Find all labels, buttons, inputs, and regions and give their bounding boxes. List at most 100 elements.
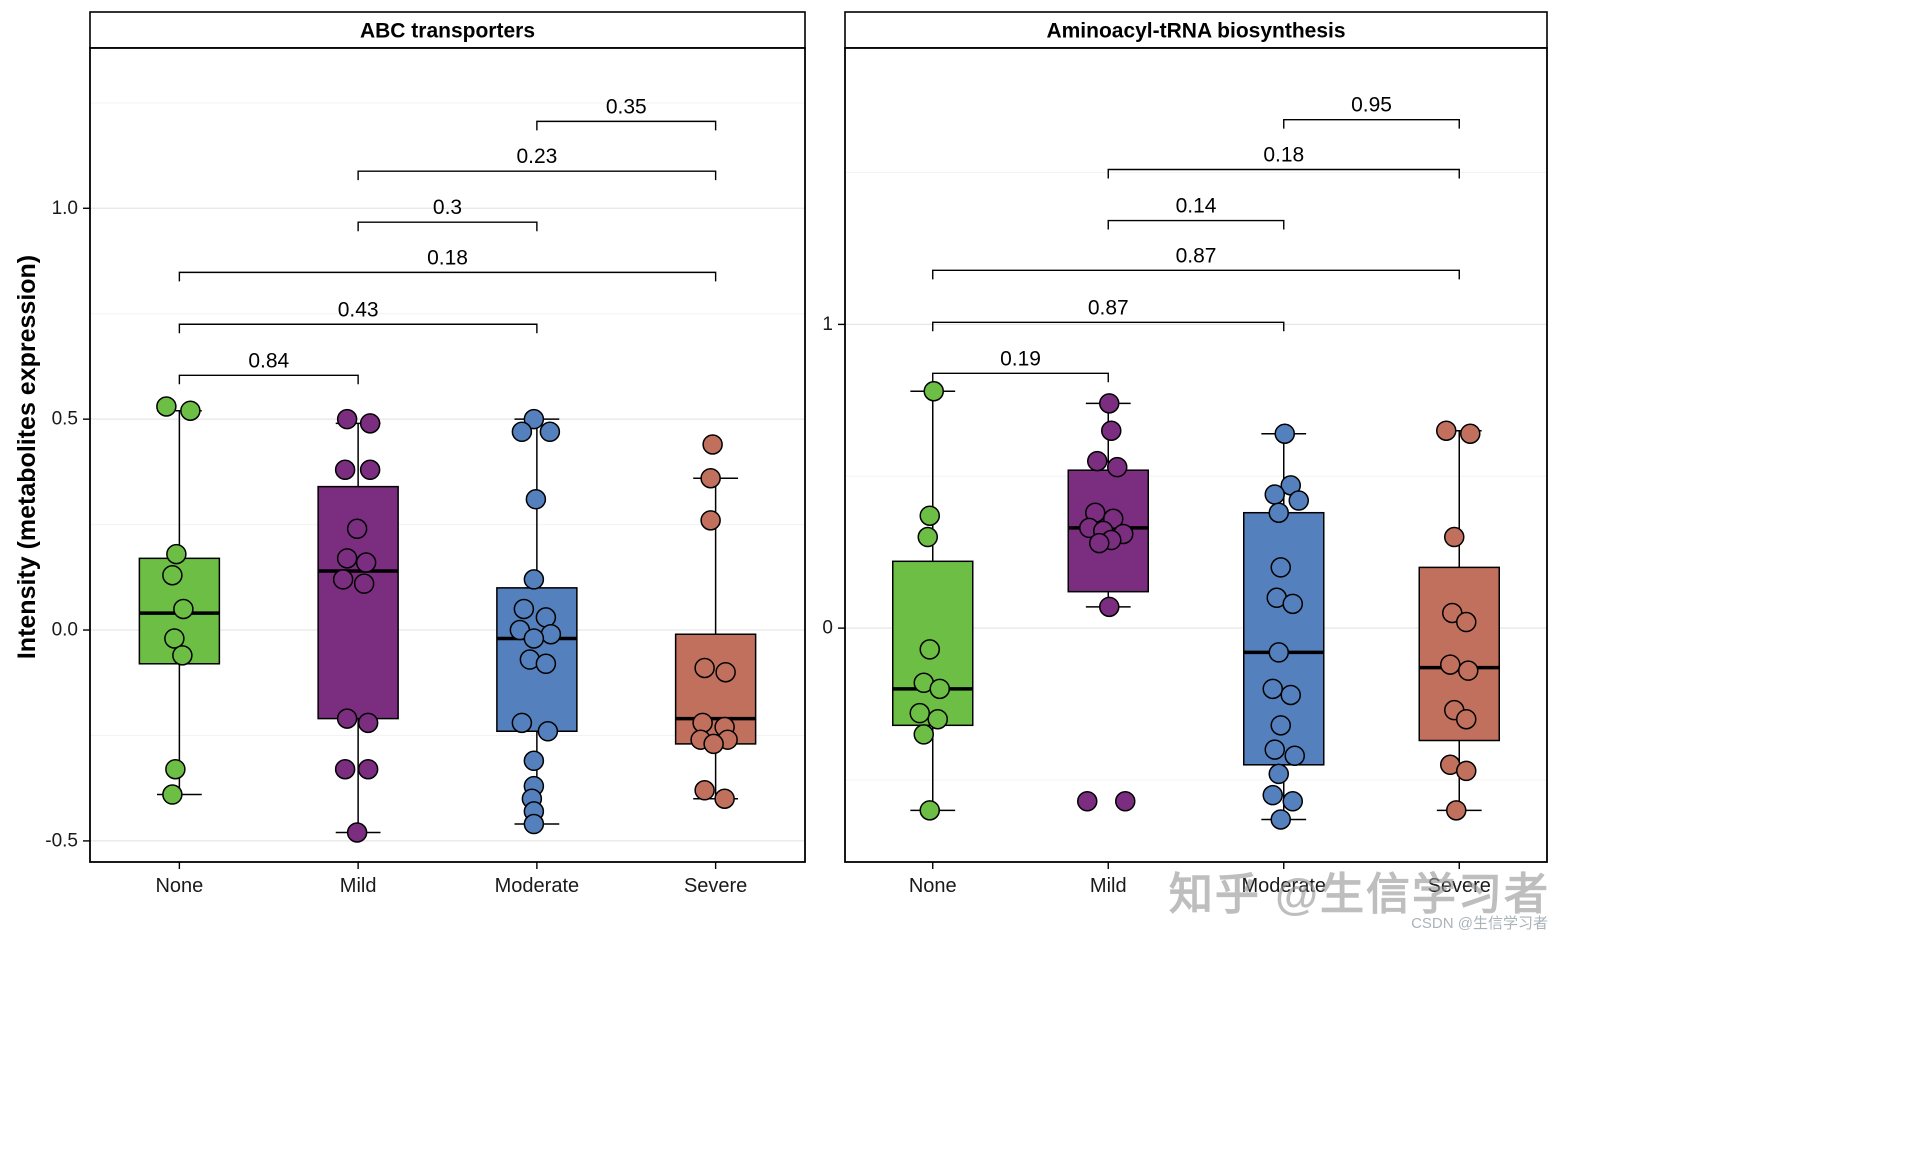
jitter-point — [537, 721, 559, 742]
y-tick-label: 0.5 — [52, 409, 78, 430]
jitter-point — [1268, 763, 1289, 785]
jitter-point — [1270, 715, 1291, 736]
jitter-point — [513, 598, 535, 620]
jitter-point — [535, 653, 557, 675]
significance-label: 0.18 — [427, 246, 468, 269]
jitter-point — [172, 645, 193, 666]
jitter-point — [714, 788, 735, 809]
x-tick-label: Moderate — [495, 875, 580, 897]
jitter-point — [919, 639, 940, 660]
jitter-point — [694, 657, 715, 679]
jitter-point — [336, 708, 358, 729]
jitter-point — [1087, 450, 1108, 472]
jitter-point — [535, 607, 557, 628]
jitter-point — [1268, 642, 1289, 663]
jitter-point — [700, 510, 721, 531]
jitter-point — [162, 564, 183, 586]
jitter-point — [357, 758, 379, 780]
jitter-point — [164, 628, 185, 649]
jitter-point — [1284, 745, 1305, 766]
x-tick-label: Mild — [1090, 875, 1127, 897]
jitter-point — [353, 573, 375, 594]
jitter-point — [1262, 784, 1283, 806]
jitter-point — [694, 780, 715, 801]
panel-title: ABC transporters — [360, 20, 535, 43]
jitter-point — [919, 800, 940, 821]
x-tick-label: Mild — [340, 875, 377, 897]
x-tick-label: Moderate — [1242, 875, 1327, 897]
panel: ABC transporters 1.0 0.5 0.0 -0.5 None Mild Mod… — [45, 11, 806, 897]
jitter-point — [1270, 557, 1291, 578]
jitter-point — [1099, 596, 1120, 618]
jitter-point — [162, 784, 183, 805]
jitter-point — [346, 822, 368, 843]
jitter-point — [929, 678, 950, 700]
significance-label: 0.14 — [1176, 195, 1217, 218]
x-tick-label: Severe — [1428, 875, 1491, 897]
significance-bracket — [357, 170, 717, 181]
jitter-point — [156, 396, 177, 417]
jitter-point — [1282, 593, 1303, 615]
significance-label: 0.84 — [248, 349, 289, 372]
jitter-point — [1456, 611, 1477, 633]
y-axis-title: Intensity (metabolites expression) — [13, 254, 41, 660]
y-tick-label: 1 — [822, 314, 833, 335]
panel-title: Aminoacyl-tRNA biosynthesis — [1046, 20, 1345, 43]
jitter-point — [180, 400, 201, 421]
y-tick-label: 0.0 — [52, 620, 78, 641]
significance-bracket — [1283, 118, 1460, 129]
jitter-point — [1436, 420, 1457, 441]
panel-strip — [89, 11, 806, 49]
significance-bracket — [178, 323, 538, 334]
jitter-point — [523, 813, 545, 835]
jitter-point — [919, 505, 940, 526]
jitter-point — [909, 702, 930, 724]
jitter-point — [359, 413, 381, 434]
x-tick-label: Severe — [684, 875, 747, 897]
jitter-point — [332, 569, 354, 590]
jitter-point — [1107, 456, 1128, 478]
jitter-point — [1099, 393, 1120, 414]
jitter-point — [1440, 654, 1461, 675]
jitter-point — [917, 526, 938, 548]
significance-bracket — [536, 120, 717, 131]
jitter-point — [359, 459, 381, 481]
jitter-point — [539, 421, 561, 443]
jitter-point — [715, 661, 736, 683]
significance-label: 0.95 — [1351, 94, 1392, 117]
jitter-point — [355, 552, 377, 573]
jitter-point — [700, 467, 721, 489]
significance-bracket — [178, 271, 717, 282]
significance-label: 0.87 — [1088, 296, 1129, 319]
jitter-point — [1280, 684, 1301, 706]
jitter-point — [346, 518, 368, 540]
watermark-zhihu: 知乎 @生信学习者 — [1168, 870, 1550, 919]
x-tick-label: None — [909, 875, 957, 897]
significance-bracket — [932, 372, 1109, 383]
jitter-point — [923, 380, 944, 402]
jitter-point — [703, 733, 724, 755]
jitter-point — [523, 408, 545, 430]
jitter-point — [523, 569, 545, 590]
jitter-point — [1077, 791, 1098, 812]
jitter-point — [1460, 423, 1481, 444]
jitter-point — [1288, 490, 1309, 511]
jitter-point — [1270, 809, 1291, 830]
jitter-point — [913, 724, 934, 745]
panel-border — [844, 47, 1548, 863]
jitter-point — [1456, 708, 1477, 730]
jitter-point — [1101, 420, 1122, 441]
panel: Aminoacyl-tRNA biosynthesis 1 0 None Mild Mod… — [822, 11, 1548, 897]
jitter-point — [511, 421, 533, 443]
jitter-point — [702, 434, 723, 455]
jitter-point — [1264, 484, 1285, 505]
significance-label: 0.43 — [338, 298, 379, 321]
x-tick-label: None — [155, 875, 203, 897]
jitter-point — [525, 489, 547, 510]
significance-bracket — [1107, 168, 1460, 179]
panel-strip — [844, 11, 1548, 49]
significance-bracket — [178, 374, 359, 385]
jitter-point — [540, 623, 562, 645]
